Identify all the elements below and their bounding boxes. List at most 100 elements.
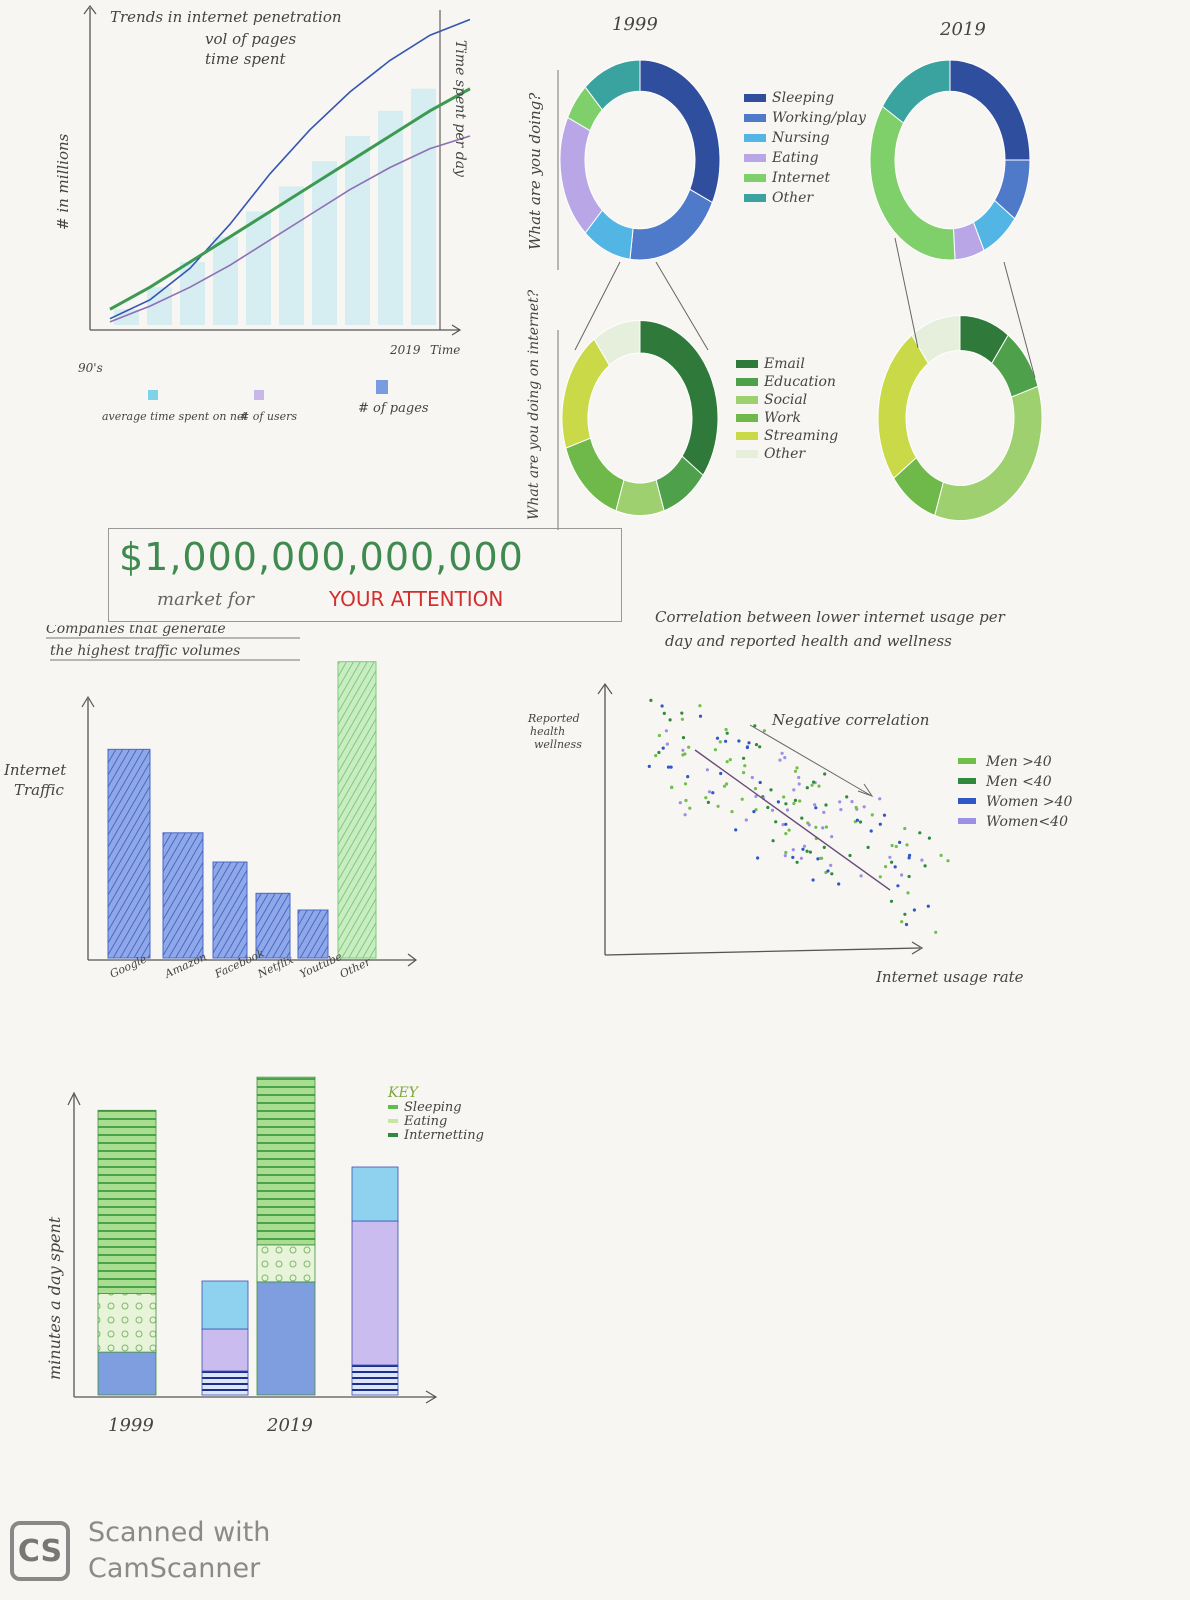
scatter-point	[753, 787, 758, 791]
scatter-point	[719, 771, 723, 776]
scatter-point	[900, 873, 904, 877]
scatter-point	[769, 788, 773, 792]
activity-legend-swatch-1	[744, 114, 766, 122]
scatter-legend-swatch-1	[958, 778, 976, 784]
activity-2019-slice-4	[869, 105, 956, 261]
scatter-point	[870, 813, 874, 817]
trends-title: Trends in internet penetration vol of pag…	[110, 8, 342, 68]
internet-2019-slice-5	[911, 314, 961, 365]
scatter-point	[737, 739, 741, 743]
scatter-point	[824, 803, 828, 807]
scatter-point	[823, 772, 827, 776]
minutes-key-label-0: Sleeping	[404, 1100, 462, 1115]
scatter-point	[742, 771, 746, 775]
activity-legend-label-2: Nursing	[771, 130, 830, 146]
traffic-chart: Companies that generate the highest traff…	[3, 625, 417, 981]
activity-legend-label-1: Working/play	[772, 110, 867, 126]
scatter-legend-swatch-3	[958, 818, 976, 824]
activity-legend-swatch-4	[744, 174, 766, 182]
scatter-point	[837, 882, 841, 886]
scatter-legend-label-1: Men <40	[985, 774, 1052, 790]
activity-2019-slice-0	[949, 59, 1031, 161]
scatter-point	[718, 740, 722, 744]
trends-line--of-pages	[109, 18, 471, 320]
scatter-point	[822, 845, 826, 849]
scatter-point	[711, 791, 715, 795]
scatter-point	[920, 858, 924, 862]
scatter-point	[934, 930, 938, 934]
trends-legend-2: # of pages	[358, 401, 429, 416]
scatter-point	[750, 775, 754, 780]
activity-1999-slice-1	[629, 188, 714, 261]
scatter-point	[811, 878, 815, 882]
scatter-point	[884, 865, 888, 869]
traffic-ylabel: Internet Traffic	[3, 761, 67, 799]
scatter-point	[802, 844, 807, 848]
scatter-point	[784, 802, 788, 806]
internet-legend-label-5: Other	[764, 446, 806, 462]
traffic-bar-google	[107, 748, 151, 959]
scatter-point	[688, 806, 692, 810]
internet-legend-swatch-2	[736, 396, 758, 404]
scatter-point	[787, 828, 791, 832]
scatter-point	[795, 860, 799, 864]
minutes-key-swatch-2	[388, 1133, 398, 1137]
scatter-point	[888, 855, 892, 859]
scatter-point	[664, 729, 668, 733]
scatter-point	[799, 856, 803, 860]
scatter-point	[926, 904, 930, 908]
activity-legend-label-3: Eating	[771, 150, 819, 166]
scatter-point	[912, 908, 916, 912]
scatter-point	[906, 891, 910, 895]
scatter-point	[680, 711, 684, 715]
scatter-point	[784, 822, 788, 826]
scatter-point	[819, 856, 823, 860]
scatter-point	[850, 800, 854, 804]
scatter-point	[684, 798, 688, 803]
scatter-point	[704, 796, 708, 800]
scatter-point	[649, 698, 653, 702]
scatter-point	[830, 835, 834, 839]
minutes-chart: minutes a day spent 1999 2019 KEYSleeping…	[45, 1076, 484, 1436]
scatter-point	[785, 808, 790, 812]
scatter-point	[660, 704, 664, 708]
scatter-point	[681, 736, 686, 740]
scatter-point	[683, 752, 687, 756]
scatter-point	[904, 922, 909, 927]
scatter-legend-swatch-0	[958, 758, 976, 764]
minutes-label-1999: 1999	[108, 1415, 154, 1436]
scatter-point	[878, 822, 882, 826]
scatter-point	[946, 859, 950, 863]
scatter-point	[839, 808, 843, 812]
trends-chart: Trends in internet penetration vol of pag…	[54, 5, 471, 423]
market-for-text: market for	[157, 589, 255, 610]
scatter-point	[854, 805, 858, 810]
scatter-point	[753, 724, 757, 728]
scatter-point	[792, 788, 796, 792]
scatter-point	[890, 860, 894, 864]
scatter-point	[647, 764, 651, 768]
scatter-point	[747, 741, 751, 745]
scatter-point	[845, 795, 849, 799]
scatter-point	[939, 853, 943, 857]
traffic-bar-other	[337, 661, 377, 959]
activity-legend-label-4: Internet	[771, 170, 830, 186]
internet-legend-label-2: Social	[764, 392, 807, 408]
traffic-bar-amazon	[162, 832, 204, 959]
scatter-point	[686, 775, 690, 779]
scatter-point	[816, 857, 820, 861]
donut-col-2019: 2019	[939, 19, 986, 40]
market-amount: $1,000,000,000,000	[119, 535, 524, 579]
scatter-point	[903, 826, 907, 831]
minutes-label-2019: 2019	[266, 1415, 313, 1436]
scatter-point	[698, 704, 702, 708]
activity-legend-swatch-5	[744, 194, 766, 202]
trends-bar	[345, 136, 370, 325]
scatter-point	[907, 874, 911, 879]
scatter-point	[713, 748, 717, 752]
trends-legend-1: # of users	[240, 410, 297, 423]
scatter-point	[824, 825, 828, 829]
internet-legend-swatch-0	[736, 360, 758, 368]
scatter-point	[706, 800, 710, 804]
activity-title: What are you doing?	[526, 92, 544, 250]
